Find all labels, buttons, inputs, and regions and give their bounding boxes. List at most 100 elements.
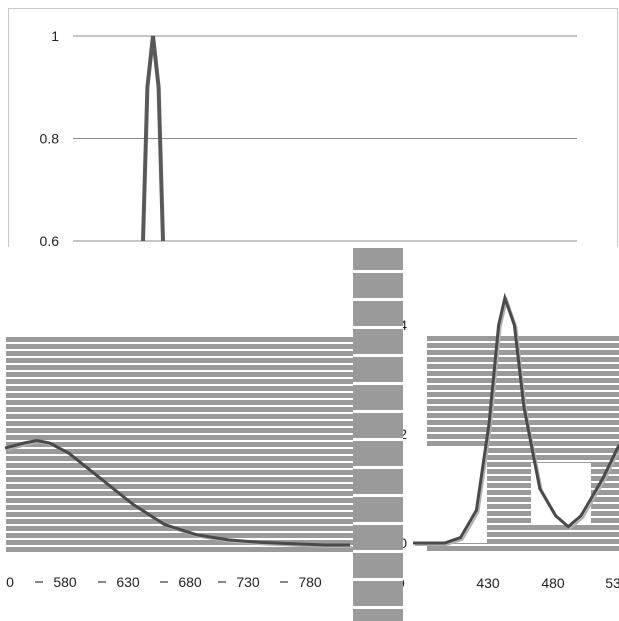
br-stripe <box>427 504 619 509</box>
bl-edge <box>0 335 6 550</box>
vs-gap <box>353 578 403 581</box>
bl-stripe <box>6 505 355 510</box>
br-stripe <box>427 357 619 362</box>
bl-stripe <box>6 540 355 545</box>
bl-stripe <box>6 386 355 391</box>
br-stripe <box>427 546 619 551</box>
bl-stripe <box>6 491 355 496</box>
br-stripe <box>427 371 619 376</box>
bl-x-tick-label: 780 <box>298 574 322 590</box>
top-y-tick-label: 1 <box>51 28 59 44</box>
bl-stripe <box>6 498 355 503</box>
br-stripe <box>427 532 619 537</box>
bottom-left-series-line <box>4 438 350 547</box>
top-chart: 1 0.8 0.6 <box>40 28 577 247</box>
vs-gap <box>353 270 403 273</box>
br-stripe <box>427 462 619 467</box>
vs-gap <box>353 438 403 441</box>
br-stripe <box>427 336 619 341</box>
bl-stripe <box>6 449 355 454</box>
vs-gap <box>353 326 403 329</box>
bl-stripe <box>6 477 355 482</box>
bl-stripe <box>6 512 355 517</box>
bl-stripe <box>6 372 355 377</box>
vertical-strip-graphic <box>353 248 403 621</box>
bl-stripe <box>6 463 355 468</box>
br-stripe <box>427 448 619 453</box>
bl-stripe <box>6 421 355 426</box>
bl-x-tick-label: 730 <box>236 574 260 590</box>
vs-gap <box>353 410 403 413</box>
bl-x-tick-label: 630 <box>116 574 140 590</box>
bl-stripe <box>6 470 355 475</box>
br-stripe <box>427 490 619 495</box>
bottom-left-chart-panel: 0 580 630 680 730 780 <box>0 335 355 621</box>
bl-x-tick-label: 680 <box>178 574 202 590</box>
bl-stripe <box>6 484 355 489</box>
bl-stripe <box>6 442 355 447</box>
top-series-line <box>141 35 165 242</box>
bl-stripe <box>6 428 355 433</box>
bl-stripe <box>6 365 355 370</box>
br-y-tick-label: 0 <box>403 535 407 551</box>
vs-gap <box>353 382 403 385</box>
vs-gap <box>353 466 403 469</box>
br-stripe <box>427 434 619 439</box>
br-cutout <box>427 448 487 543</box>
br-stripe <box>427 343 619 348</box>
vs-fill <box>353 248 403 621</box>
vs-gap <box>353 298 403 301</box>
br-stripe <box>427 427 619 432</box>
br-stripe <box>427 350 619 355</box>
br-stripe <box>427 539 619 544</box>
bl-stripe <box>6 547 355 552</box>
bl-stripe <box>6 519 355 524</box>
bottom-right-series-line <box>413 292 619 545</box>
bottom-left-chart: 0 580 630 680 730 780 <box>0 335 355 590</box>
top-y-tick-label: 0.6 <box>40 233 60 247</box>
br-x-tick-label: 480 <box>541 575 565 591</box>
bl-stripe <box>6 393 355 398</box>
vs-gap <box>353 522 403 525</box>
bl-stripe <box>6 379 355 384</box>
top-chart-panel: 1 0.8 0.6 <box>8 8 618 247</box>
br-stripe <box>427 525 619 530</box>
br-stripe <box>427 455 619 460</box>
br-x-tick-label: 380 <box>403 575 405 591</box>
br-stripe <box>427 476 619 481</box>
br-x-tick-label: 430 <box>476 575 500 591</box>
bottom-right-series-shadow <box>415 296 619 546</box>
br-stripe <box>427 497 619 502</box>
vs-gap <box>353 494 403 497</box>
top-y-tick-label: 0.8 <box>40 131 60 147</box>
br-stripe <box>427 413 619 418</box>
br-stripe <box>427 469 619 474</box>
bl-stripe <box>6 456 355 461</box>
bl-stripe <box>6 414 355 419</box>
bottom-right-chart: 0.4 0.2 0 380 430 480 53 <box>403 292 619 591</box>
bottom-right-chart-panel: 0.4 0.2 0 380 430 480 53 <box>403 248 619 621</box>
bl-x-tick-label: 0 <box>6 574 14 590</box>
vs-gap <box>353 550 403 553</box>
vs-gap <box>353 606 403 609</box>
bl-stripe <box>6 407 355 412</box>
bl-stripe <box>6 435 355 440</box>
br-stripe <box>427 511 619 516</box>
br-y-tick-label: 0.2 <box>403 426 407 442</box>
bl-x-tick-label: 580 <box>53 574 77 590</box>
bl-stripe <box>6 351 355 356</box>
br-stripe <box>427 483 619 488</box>
bl-stripe <box>6 533 355 538</box>
bl-stripe <box>6 400 355 405</box>
bl-stripe <box>6 344 355 349</box>
br-stripe <box>427 441 619 446</box>
bl-stripe <box>6 358 355 363</box>
vertical-strip <box>353 248 403 621</box>
br-y-tick-label: 0.4 <box>403 317 407 333</box>
bl-stripe <box>6 337 355 342</box>
br-x-tick-label: 53 <box>605 575 619 591</box>
br-stripe <box>427 518 619 523</box>
br-stripe <box>427 420 619 425</box>
vs-gap <box>353 354 403 357</box>
br-stripe <box>427 364 619 369</box>
